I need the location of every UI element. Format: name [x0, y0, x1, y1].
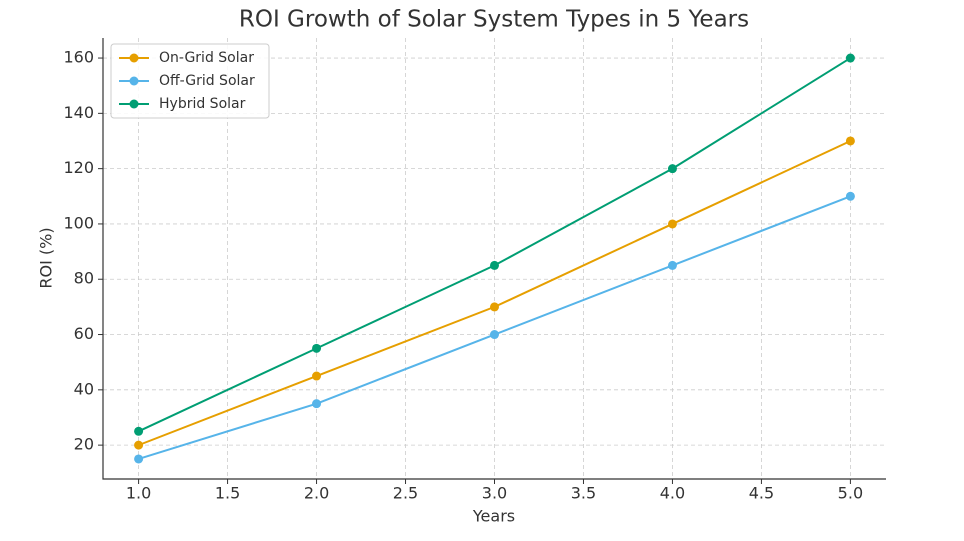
y-tick-label: 120 [63, 158, 94, 177]
legend-marker [129, 76, 139, 86]
data-point [134, 426, 144, 436]
y-tick-label: 40 [74, 379, 94, 398]
data-point [490, 302, 499, 312]
x-tick-label: 2.0 [304, 484, 329, 503]
legend-label: Hybrid Solar [159, 96, 246, 112]
axes-frame [102, 38, 886, 480]
data-point [845, 136, 855, 146]
x-tick-label: 1.5 [215, 484, 240, 503]
data-point [134, 454, 144, 464]
x-axis-label: Years [472, 507, 515, 526]
data-point [667, 219, 677, 229]
x-tick-label: 1.0 [126, 484, 151, 503]
chart-title: ROI Growth of Solar System Types in 5 Ye… [239, 7, 749, 33]
x-tick-label: 3.0 [482, 484, 507, 503]
y-tick-label: 100 [63, 213, 94, 232]
y-tick-label: 80 [74, 269, 94, 288]
legend-marker [129, 53, 139, 63]
x-tick-label: 3.5 [571, 484, 596, 503]
y-tick-label: 160 [63, 48, 94, 67]
data-point [845, 191, 855, 201]
y-tick-label: 60 [74, 324, 94, 343]
data-point [667, 260, 677, 270]
legend-label: Off-Grid Solar [159, 73, 255, 89]
data-point [312, 399, 322, 409]
y-tick-label: 20 [74, 435, 94, 454]
x-tick-label: 4.5 [749, 484, 774, 503]
data-point [490, 260, 499, 270]
y-axis-label: ROI (%) [37, 227, 56, 288]
data-point [134, 440, 144, 450]
data-point [312, 343, 322, 353]
legend-label: On-Grid Solar [159, 50, 254, 66]
data-point [667, 164, 677, 174]
x-tick-label: 5.0 [838, 484, 863, 503]
data-point [490, 330, 499, 340]
legend-box [110, 43, 270, 119]
x-tick-label: 2.5 [393, 484, 418, 503]
data-point [312, 371, 322, 381]
data-point [845, 53, 855, 63]
y-tick-label: 140 [63, 103, 94, 122]
legend-marker [129, 99, 139, 109]
x-tick-label: 4.0 [660, 484, 685, 503]
legend: On-Grid Solar Off-Grid Solar Hybrid Solar [110, 43, 270, 119]
